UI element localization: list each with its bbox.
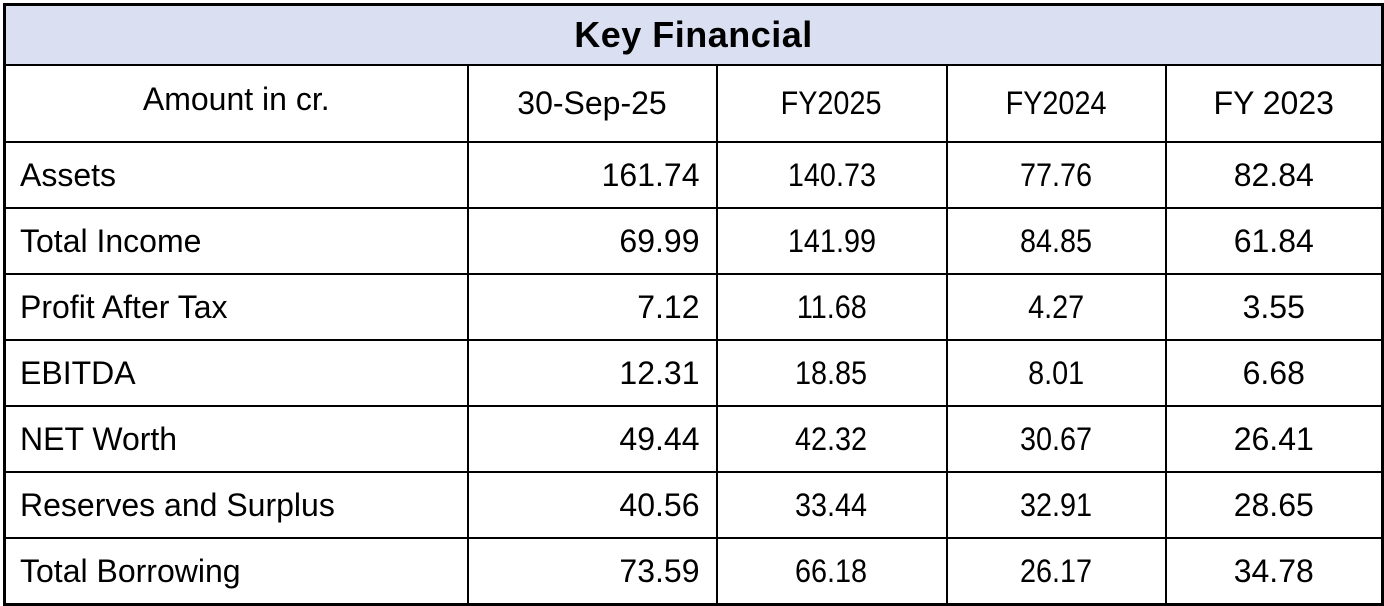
value-fy2025: 11.68 [715, 273, 948, 341]
value-text: 32.91 [1019, 486, 1093, 523]
row-label: NET Worth [3, 405, 469, 473]
value-text: 42.32 [795, 420, 868, 457]
column-header-fy2024-label: FY2024 [1005, 85, 1107, 121]
value-fy2024: 77.76 [945, 141, 1167, 209]
value-fy2025: 33.44 [715, 471, 948, 539]
column-header-30-sep-25: 30-Sep-25 [466, 64, 718, 143]
table-row-total-borrowing: Total Borrowing 73.59 66.18 26.17 34.78 [3, 537, 1384, 606]
value-fy2024: 4.27 [945, 273, 1167, 341]
value-30-sep-25: 40.56 [466, 471, 718, 539]
value-fy2024: 8.01 [945, 339, 1167, 407]
value-fy2023: 82.84 [1164, 141, 1384, 209]
column-header-row: Amount in cr. 30-Sep-25 FY2025 FY2024 FY… [3, 64, 1384, 143]
value-fy2025: 42.32 [715, 405, 948, 473]
value-fy2025: 18.85 [715, 339, 948, 407]
value-text: 140.73 [787, 156, 876, 193]
row-label: Total Borrowing [3, 537, 469, 606]
title-row: Key Financial [3, 3, 1384, 66]
value-30-sep-25: 7.12 [466, 273, 718, 341]
column-header-fy2025: FY2025 [715, 64, 948, 143]
table-row-ebitda: EBITDA 12.31 18.85 8.01 6.68 [3, 339, 1384, 407]
value-fy2025: 140.73 [715, 141, 948, 209]
value-text: 8.01 [1027, 354, 1085, 391]
value-text: 4.27 [1027, 288, 1085, 325]
unit-note-header: Amount in cr. [3, 64, 469, 143]
value-text: 30.67 [1019, 420, 1093, 457]
value-fy2025: 66.18 [715, 537, 948, 606]
table-row-net-worth: NET Worth 49.44 42.32 30.67 26.41 [3, 405, 1384, 473]
value-30-sep-25: 161.74 [466, 141, 718, 209]
value-30-sep-25: 73.59 [466, 537, 718, 606]
table-title: Key Financial [3, 3, 1384, 66]
column-header-fy2024: FY2024 [945, 64, 1167, 143]
value-fy2023: 26.41 [1164, 405, 1384, 473]
value-fy2024: 84.85 [945, 207, 1167, 275]
value-text: 11.68 [796, 288, 867, 325]
column-header-fy2025-label: FY2025 [781, 85, 882, 121]
value-text: 84.85 [1019, 222, 1093, 259]
value-text: 26.17 [1019, 552, 1093, 589]
row-label: EBITDA [3, 339, 469, 407]
row-label: Reserves and Surplus [3, 471, 469, 539]
row-label: Profit After Tax [3, 273, 469, 341]
value-30-sep-25: 69.99 [466, 207, 718, 275]
value-fy2024: 26.17 [945, 537, 1167, 606]
table-row-assets: Assets 161.74 140.73 77.76 82.84 [3, 141, 1384, 209]
value-fy2025: 141.99 [715, 207, 948, 275]
value-text: 77.76 [1019, 156, 1093, 193]
table-row-profit-after-tax: Profit After Tax 7.12 11.68 4.27 3.55 [3, 273, 1384, 341]
value-text: 18.85 [795, 354, 868, 391]
value-fy2024: 30.67 [945, 405, 1167, 473]
value-fy2023: 3.55 [1164, 273, 1384, 341]
value-text: 66.18 [795, 552, 868, 589]
row-label: Total Income [3, 207, 469, 275]
page: Key Financial Amount in cr. 30-Sep-25 FY… [3, 3, 1384, 606]
table-row-reserves-and-surplus: Reserves and Surplus 40.56 33.44 32.91 2… [3, 471, 1384, 539]
value-fy2023: 34.78 [1164, 537, 1384, 606]
value-30-sep-25: 49.44 [466, 405, 718, 473]
value-fy2023: 28.65 [1164, 471, 1384, 539]
value-text: 141.99 [787, 222, 876, 259]
row-label: Assets [3, 141, 469, 209]
value-fy2024: 32.91 [945, 471, 1167, 539]
value-fy2023: 6.68 [1164, 339, 1384, 407]
value-fy2023: 61.84 [1164, 207, 1384, 275]
value-30-sep-25: 12.31 [466, 339, 718, 407]
key-financial-table: Key Financial Amount in cr. 30-Sep-25 FY… [3, 3, 1384, 606]
value-text: 33.44 [795, 486, 868, 523]
column-header-fy2023: FY 2023 [1164, 64, 1384, 143]
table-row-total-income: Total Income 69.99 141.99 84.85 61.84 [3, 207, 1384, 275]
